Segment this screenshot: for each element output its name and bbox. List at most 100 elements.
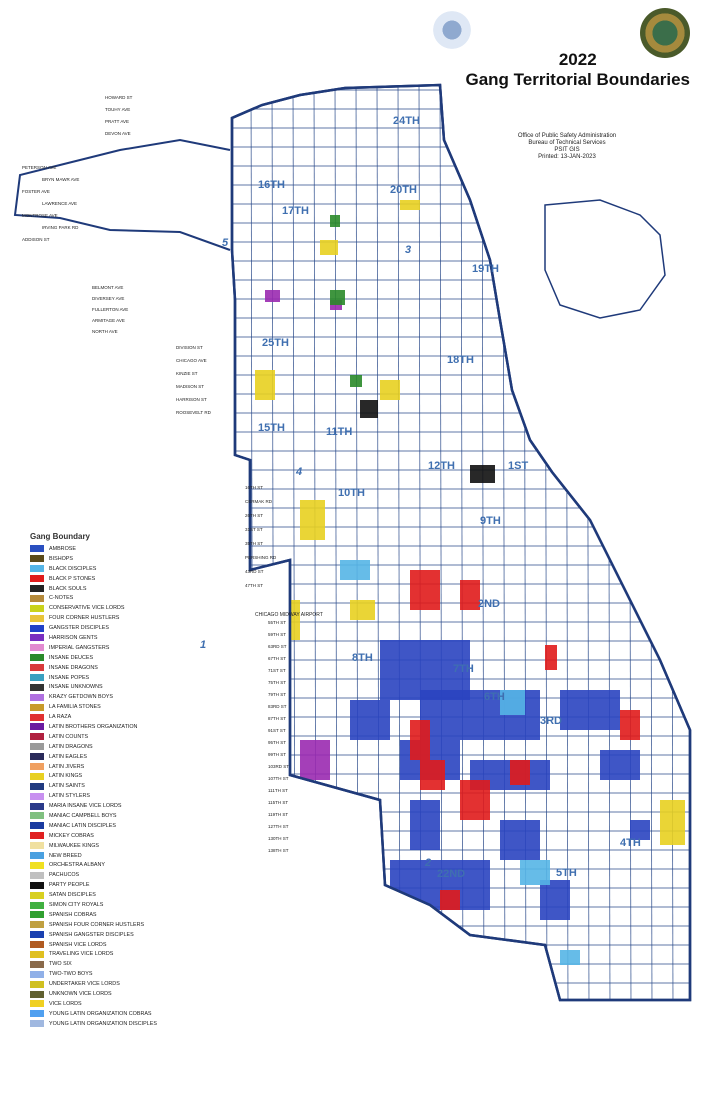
- street-label: 71ST ST: [268, 668, 286, 673]
- territory-patch: [600, 750, 640, 780]
- territory-patch: [560, 690, 620, 730]
- street-label: MADISON ST: [176, 384, 205, 389]
- territory-patch: [380, 380, 400, 400]
- legend-item: PACHUCOS: [30, 870, 230, 880]
- street-label: PRATT AVE: [105, 119, 130, 124]
- legend-label: BLACK DISCIPLES: [49, 565, 97, 572]
- legend-item: INSANE DEUCES: [30, 653, 230, 663]
- legend-label: MANIAC LATIN DISCIPLES: [49, 822, 116, 829]
- legend-swatch: [30, 545, 44, 553]
- legend-label: NEW BREED: [49, 852, 82, 859]
- legend-swatch: [30, 901, 44, 909]
- legend-item: SPANISH COBRAS: [30, 910, 230, 920]
- legend-item: MANIAC CAMPBELL BOYS: [30, 811, 230, 821]
- legend-item: ORCHESTRA ALBANY: [30, 861, 230, 871]
- legend-item: LATIN KINGS: [30, 771, 230, 781]
- legend-item: KRAZY GETDOWN BOYS: [30, 692, 230, 702]
- district-label: 20TH: [390, 184, 417, 196]
- legend-label: LATIN DRAGONS: [49, 743, 93, 750]
- territory-patch: [540, 880, 570, 920]
- district-label: 15TH: [258, 422, 285, 434]
- legend-item: LATIN COUNTS: [30, 732, 230, 742]
- map-title: 2022 Gang Territorial Boundaries: [465, 50, 690, 90]
- legend-item: SPANISH VICE LORDS: [30, 940, 230, 950]
- street-label: ADDISON ST: [22, 237, 50, 242]
- legend-swatch: [30, 842, 44, 850]
- legend-item: LATIN DRAGONS: [30, 742, 230, 752]
- legend-label: LATIN KINGS: [49, 773, 83, 780]
- legend-item: GANGSTER DISCIPLES: [30, 623, 230, 633]
- legend-item: FOUR CORNER HUSTLERS: [30, 613, 230, 623]
- street-label: 127TH ST: [268, 824, 289, 829]
- legend-item: UNKNOWN VICE LORDS: [30, 989, 230, 999]
- legend-label: GANGSTER DISCIPLES: [49, 625, 109, 632]
- street-label: 107TH ST: [268, 776, 289, 781]
- district-label: 12TH: [428, 460, 455, 472]
- legend-label: SPANISH GANGSTER DISCIPLES: [49, 931, 134, 938]
- area-label: 2: [424, 857, 431, 869]
- territory-patch: [460, 580, 480, 610]
- legend-label: BLACK P STONES: [49, 575, 96, 582]
- territory-patch: [510, 760, 530, 785]
- legend-item: LATIN BROTHERS ORGANIZATION: [30, 722, 230, 732]
- street-label: NORTH AVE: [92, 329, 118, 334]
- street-label: DEVON AVE: [105, 131, 131, 136]
- legend-label: LATIN STYLERS: [49, 793, 90, 800]
- legend-swatch: [30, 960, 44, 968]
- territory-patch: [350, 375, 362, 387]
- street-label: 95TH ST: [268, 740, 287, 745]
- district-label: 4TH: [620, 837, 641, 849]
- title-year: 2022: [558, 50, 597, 69]
- legend-label: YOUNG LATIN ORGANIZATION COBRAS: [49, 1010, 152, 1017]
- territory-patch: [560, 950, 580, 965]
- legend-swatch: [30, 703, 44, 711]
- legend-swatch: [30, 921, 44, 929]
- district-label: 16TH: [258, 179, 285, 191]
- street-label: CERMAK RD: [245, 499, 273, 504]
- street-label: 67TH ST: [268, 656, 287, 661]
- legend-swatch: [30, 555, 44, 563]
- legend-swatch: [30, 594, 44, 602]
- legend-item: SPANISH FOUR CORNER HUSTLERS: [30, 920, 230, 930]
- legend-item: MANIAC LATIN DISCIPLES: [30, 821, 230, 831]
- street-label: PERSHING RD: [245, 555, 277, 560]
- street-label: 111TH ST: [268, 788, 288, 793]
- legend-item: TWO SIX: [30, 959, 230, 969]
- legend-swatch: [30, 753, 44, 761]
- legend-swatch: [30, 970, 44, 978]
- beat-line: [439, 85, 443, 1000]
- street-label: 63RD ST: [268, 644, 287, 649]
- legend-item: IMPERIAL GANGSTERS: [30, 643, 230, 653]
- street-label: FOSTER AVE: [22, 189, 50, 194]
- police-star-logo: [430, 8, 474, 52]
- district-label: 24TH: [393, 115, 420, 127]
- legend-label: BISHOPS: [49, 555, 73, 562]
- street-label: 47TH ST: [245, 583, 264, 588]
- legend-label: SPANISH FOUR CORNER HUSTLERS: [49, 921, 145, 928]
- legend-item: INSANE UNKNOWNS: [30, 682, 230, 692]
- legend-label: LA RAZA: [49, 714, 72, 721]
- legend-label: IMPERIAL GANGSTERS: [49, 644, 110, 651]
- legend-swatch: [30, 723, 44, 731]
- legend-label: SIMON CITY ROYALS: [49, 902, 104, 908]
- district-label: 3RD: [540, 715, 562, 727]
- legend-swatch: [30, 950, 44, 958]
- ohare-arm: [13, 138, 231, 251]
- territory-patch: [360, 400, 378, 418]
- street-label: BRYN MAWR AVE: [42, 177, 80, 182]
- territory-patch: [520, 860, 550, 885]
- legend-item: UNDERTAKER VICE LORDS: [30, 979, 230, 989]
- legend-label: LATIN COUNTS: [49, 733, 89, 740]
- legend-label: INSANE POPES: [49, 674, 90, 681]
- legend-swatch: [30, 693, 44, 701]
- legend-item: MILWAUKEE KINGS: [30, 841, 230, 851]
- legend-label: MARIA INSANE VICE LORDS: [49, 803, 122, 810]
- legend-label: TRAVELING VICE LORDS: [49, 951, 114, 958]
- legend-swatch: [30, 1000, 44, 1008]
- legend-label: HARRISON GENTS: [49, 634, 98, 641]
- street-label: FULLERTON AVE: [92, 307, 129, 312]
- territory-patch: [300, 500, 325, 540]
- legend-swatch: [30, 1010, 44, 1018]
